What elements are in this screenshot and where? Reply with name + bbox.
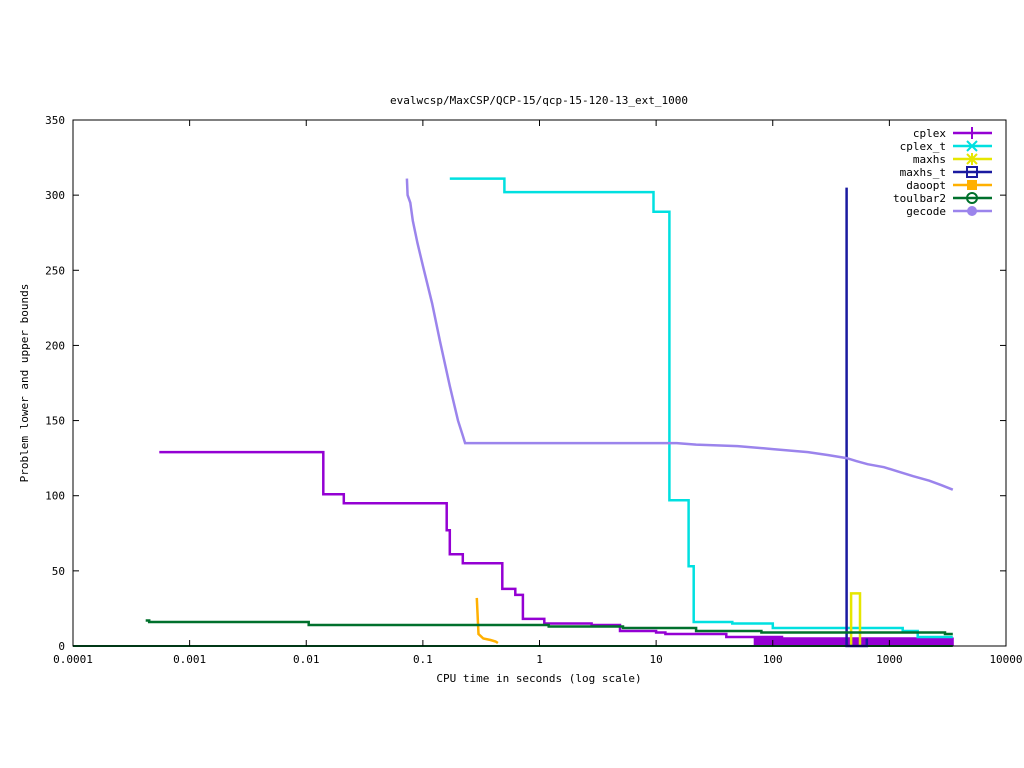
y-tick-label: 350 xyxy=(45,114,65,127)
y-tick-label: 250 xyxy=(45,264,65,277)
maxhs-series-line xyxy=(849,592,862,646)
y-tick-label: 150 xyxy=(45,415,65,428)
y-tick-label: 0 xyxy=(58,640,65,653)
toulbar2-series-line xyxy=(145,619,953,636)
plot-frame xyxy=(72,119,1007,647)
tick-layer: 0.0001 0.001 0.01 0.1 1 10 100 1000 10000 0 50 100 1… xyxy=(45,114,1022,666)
cplex_t-series-line xyxy=(449,177,953,639)
y-tick-label: 300 xyxy=(45,189,65,202)
daoopt-series-line xyxy=(475,597,499,645)
legend-label: daoopt xyxy=(906,179,946,192)
legend-label: toulbar2 xyxy=(893,192,946,205)
x-tick-label: 100 xyxy=(763,653,783,666)
x-tick-label: 1000 xyxy=(876,653,903,666)
x-tick-label: 0.001 xyxy=(173,653,206,666)
legend-marker-cross xyxy=(966,140,978,152)
legend-marker-star xyxy=(966,153,978,165)
y-axis-label: Problem lower and upper bounds xyxy=(18,284,31,483)
x-tick-label: 10000 xyxy=(989,653,1022,666)
legend-label: maxhs_t xyxy=(900,166,946,179)
legend-label: maxhs xyxy=(913,153,946,166)
legend-marker-filled-square xyxy=(967,180,977,190)
legend-marker-plus xyxy=(966,127,978,139)
x-tick-label: 0.0001 xyxy=(53,653,93,666)
x-tick-label: 10 xyxy=(650,653,663,666)
x-axis-label: CPU time in seconds (log scale) xyxy=(436,672,641,685)
cplex-series-line xyxy=(159,450,953,640)
legend-marker-square xyxy=(966,166,978,178)
y-tick-label: 100 xyxy=(45,490,65,503)
gecode-series-line xyxy=(405,178,954,491)
legend-label: gecode xyxy=(906,205,946,218)
legend-label: cplex xyxy=(913,127,946,140)
legend-marker-filled-circle xyxy=(967,206,977,216)
y-tick-label: 50 xyxy=(52,565,65,578)
chart-title: evalwcsp/MaxCSP/QCP-15/qcp-15-120-13_ext… xyxy=(390,94,688,107)
legend-label: cplex_t xyxy=(900,140,946,153)
x-tick-label: 0.1 xyxy=(413,653,433,666)
legend-marker-circle xyxy=(966,192,978,204)
y-tick-label: 200 xyxy=(45,339,65,352)
x-tick-label: 1 xyxy=(536,653,543,666)
x-tick-label: 0.01 xyxy=(293,653,320,666)
legend: cplexcplex_tmaxhsmaxhs_tdaoopttoulbar2ge… xyxy=(893,127,992,218)
